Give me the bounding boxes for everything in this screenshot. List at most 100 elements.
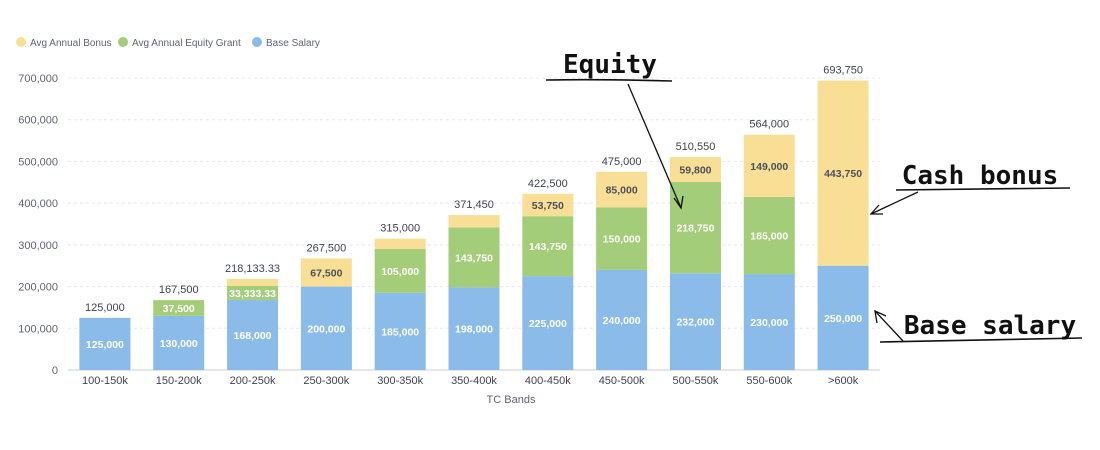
bar-group[interactable]: 200,000 67,500 267,500 <box>300 242 352 370</box>
bar-group[interactable]: 130,000 37,500 167,500 <box>153 284 205 370</box>
bar-group[interactable]: 225,000 143,750 53,750 422,500 <box>522 178 574 370</box>
legend-label-bonus[interactable]: Avg Annual Bonus <box>30 38 112 49</box>
bar-segment-base[interactable] <box>669 273 721 370</box>
y-tick-label: 700,000 <box>18 73 58 85</box>
x-axis-title: TC Bands <box>487 394 536 406</box>
annotations: Equity Cash bonus Base salary <box>545 50 1083 343</box>
segment-value-label: 185,000 <box>381 326 419 338</box>
y-tick-label: 600,000 <box>18 115 58 127</box>
bar-segment-equity[interactable] <box>448 227 500 288</box>
equity-arrowhead <box>673 195 684 210</box>
bar-segment-base[interactable] <box>448 287 500 370</box>
x-tick-label: 350-400k <box>451 375 497 387</box>
x-tick-label: 300-350k <box>377 375 423 387</box>
bar-segment-bonus[interactable] <box>227 279 279 287</box>
bar-group[interactable]: 230,000 185,000 149,000 564,000 <box>743 119 795 370</box>
legend-label-equity[interactable]: Avg Annual Equity Grant <box>132 38 241 49</box>
bar-segment-bonus[interactable] <box>596 171 648 208</box>
bar-segment-equity[interactable] <box>522 216 574 277</box>
y-tick-label: 100,000 <box>18 323 58 335</box>
bar-group[interactable]: 168,000 33,333.33 218,133.33 <box>225 263 280 370</box>
bar-segment-equity[interactable] <box>153 300 205 316</box>
bar-group[interactable]: 250,000 443,750 693,750 <box>817 65 869 370</box>
cash-bonus-underline <box>895 187 1071 191</box>
bar-group[interactable]: 185,000 105,000 315,000 <box>374 223 426 370</box>
y-tick-label: 300,000 <box>18 240 58 252</box>
bar-segment-base[interactable] <box>743 274 795 370</box>
bar-segment-bonus[interactable] <box>522 193 574 217</box>
segment-value-label: 37,500 <box>163 303 195 315</box>
bar-total-label: 218,133.33 <box>225 263 280 275</box>
segment-value-label: 168,000 <box>234 330 272 342</box>
bar-segment-bonus[interactable] <box>300 258 352 287</box>
legend-swatch-equity[interactable] <box>118 37 128 47</box>
bar-segment-bonus[interactable] <box>669 157 721 182</box>
segment-value-label: 59,800 <box>679 165 711 177</box>
segment-value-label: 143,750 <box>529 241 567 253</box>
bar-segment-base[interactable] <box>300 286 352 370</box>
bar-segment-base[interactable] <box>817 265 869 370</box>
legend-swatch-bonus[interactable] <box>16 37 26 47</box>
bar-segment-bonus[interactable] <box>743 134 795 197</box>
bar-total-label: 315,000 <box>380 223 420 235</box>
bar-segment-base[interactable] <box>374 292 426 370</box>
y-tick-label: 200,000 <box>18 282 58 294</box>
bar-segment-bonus[interactable] <box>448 215 500 228</box>
x-tick-label: >600k <box>828 375 859 387</box>
equity-arrow <box>627 83 682 209</box>
legend: Avg Annual Bonus Avg Annual Equity Grant B… <box>16 37 320 49</box>
legend-label-base[interactable]: Base Salary <box>266 38 320 49</box>
bar-segment-equity[interactable] <box>227 286 279 300</box>
x-tick-label: 100-150k <box>82 375 128 387</box>
bar-segment-bonus[interactable] <box>817 80 869 266</box>
segment-value-label: 150,000 <box>603 234 641 246</box>
segment-value-label: 53,750 <box>532 200 564 212</box>
segment-value-label: 443,750 <box>824 168 862 180</box>
base-salary-annotation: Base salary <box>874 309 1083 343</box>
segment-value-label: 67,500 <box>310 267 342 279</box>
equity-annotation-label: Equity <box>563 50 657 80</box>
bar-total-label: 422,500 <box>528 178 568 190</box>
x-tick-label: 450-500k <box>599 375 645 387</box>
bar-group[interactable]: 125,000 125,000 <box>79 302 131 370</box>
cash-bonus-arrowhead <box>869 204 883 215</box>
segment-value-label: 105,000 <box>381 266 419 278</box>
bar-segment-equity[interactable] <box>374 249 426 293</box>
bar-segment-bonus[interactable] <box>374 238 426 250</box>
bar-total-label: 371,450 <box>454 199 494 211</box>
bar-segment-base[interactable] <box>79 317 131 370</box>
bar-total-label: 167,500 <box>159 284 199 296</box>
bar-segment-base[interactable] <box>153 315 205 370</box>
bar-segment-base[interactable] <box>596 269 648 370</box>
cash-bonus-annotation: Cash bonus <box>869 161 1071 215</box>
x-axis: 100-150k 150-200k 200-250k 250-300k 300-350k… <box>82 375 859 387</box>
base-salary-arrowhead <box>874 309 887 324</box>
x-tick-label: 250-300k <box>303 375 349 387</box>
bar-segment-equity[interactable] <box>669 181 721 274</box>
segment-value-label: 149,000 <box>750 161 788 173</box>
x-tick-label: 400-450k <box>525 375 571 387</box>
bar-segment-base[interactable] <box>227 299 279 370</box>
bar-group[interactable]: 240,000 150,000 85,000 475,000 <box>596 156 648 370</box>
bar-group[interactable]: 198,000 143,750 371,450 <box>448 199 500 370</box>
bar-segment-equity[interactable] <box>743 196 795 275</box>
segment-value-label: 200,000 <box>307 323 345 335</box>
base-salary-arrow <box>874 310 904 342</box>
segment-value-label: 230,000 <box>750 317 788 329</box>
bar-total-label: 475,000 <box>602 156 642 168</box>
legend-swatch-base[interactable] <box>252 37 262 47</box>
bars: 125,000 125,000 130,000 37,500 167,500 168,00… <box>79 65 869 370</box>
bar-group[interactable]: 232,000 218,750 59,800 510,550 <box>669 141 721 370</box>
segment-value-label: 218,750 <box>676 223 714 235</box>
bar-segment-base[interactable] <box>522 276 574 370</box>
x-tick-label: 500-550k <box>673 375 719 387</box>
segment-value-label: 85,000 <box>606 185 638 197</box>
segment-value-label: 130,000 <box>160 338 198 350</box>
segment-value-label: 33,333.33 <box>229 288 276 300</box>
bar-segment-equity[interactable] <box>596 207 648 270</box>
y-tick-label: 500,000 <box>18 156 58 168</box>
equity-annotation: Equity <box>545 50 684 210</box>
bar-total-label: 125,000 <box>85 302 125 314</box>
